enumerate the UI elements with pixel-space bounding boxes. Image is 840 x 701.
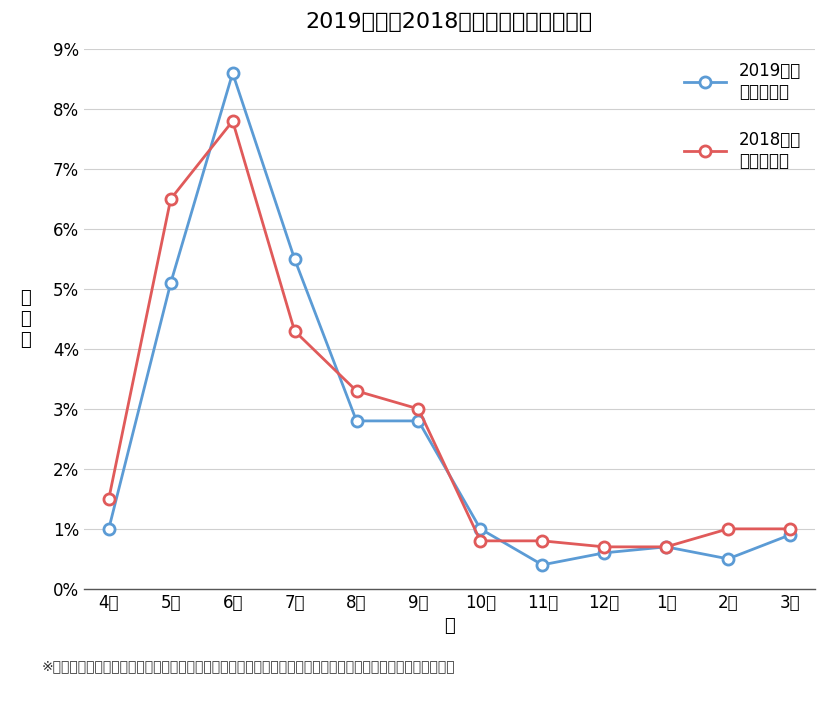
2018年卒
内定辞退率 [290, 327, 300, 335]
2019年卒
内定辞退率 [351, 416, 361, 425]
2018年卒
内定辞退率 [538, 537, 548, 545]
2018年卒
内定辞退率 [103, 495, 113, 503]
X-axis label: 月: 月 [444, 618, 454, 635]
Title: 2019年卒と2018年卒の内定辞退率比較: 2019年卒と2018年卒の内定辞退率比較 [306, 12, 593, 32]
Text: ※辞退率：各月のエアリーフレッシャーズクラウド利用者数における辞退者（ログイン停止・退会者）の比率: ※辞退率：各月のエアリーフレッシャーズクラウド利用者数における辞退者（ログイン停… [42, 659, 455, 673]
2018年卒
内定辞退率 [723, 524, 733, 533]
2019年卒
内定辞退率 [413, 416, 423, 425]
2018年卒
内定辞退率 [661, 543, 671, 551]
2019年卒
内定辞退率 [723, 554, 733, 563]
2018年卒
内定辞退率 [599, 543, 609, 551]
2018年卒
内定辞退率 [165, 195, 176, 203]
Line: 2018年卒
内定辞退率: 2018年卒 内定辞退率 [103, 116, 795, 552]
2019年卒
内定辞退率 [103, 524, 113, 533]
2018年卒
内定辞退率 [351, 387, 361, 395]
2019年卒
内定辞退率 [599, 549, 609, 557]
2019年卒
内定辞退率 [475, 524, 486, 533]
Legend: 2019年卒
内定辞退率, 2018年卒
内定辞退率: 2019年卒 内定辞退率, 2018年卒 内定辞退率 [676, 54, 810, 178]
2019年卒
内定辞退率 [228, 69, 238, 77]
2018年卒
内定辞退率 [228, 117, 238, 125]
2019年卒
内定辞退率 [785, 531, 795, 539]
2019年卒
内定辞退率 [290, 254, 300, 263]
Line: 2019年卒
内定辞退率: 2019年卒 内定辞退率 [103, 67, 795, 571]
2019年卒
内定辞退率 [661, 543, 671, 551]
2019年卒
内定辞退率 [538, 561, 548, 569]
Y-axis label: 辞
退
率: 辞 退 率 [19, 289, 30, 349]
2018年卒
内定辞退率 [413, 404, 423, 413]
2018年卒
内定辞退率 [785, 524, 795, 533]
2018年卒
内定辞退率 [475, 537, 486, 545]
2019年卒
内定辞退率 [165, 279, 176, 287]
